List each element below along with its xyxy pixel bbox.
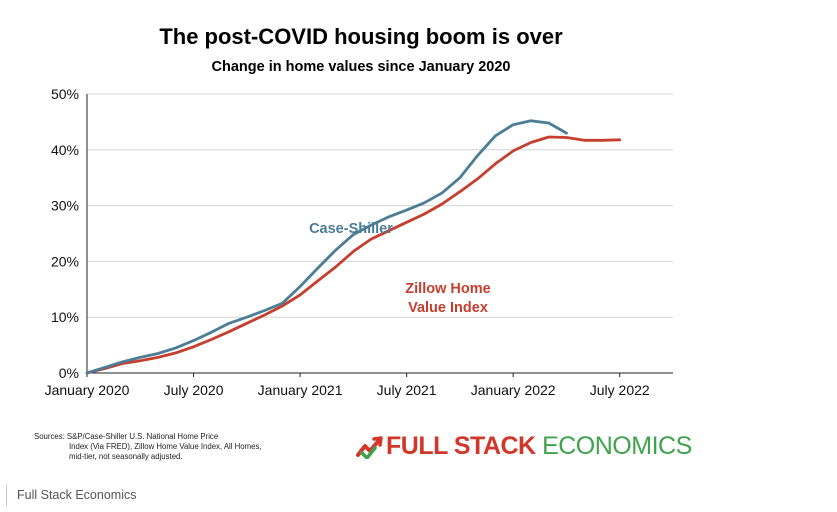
series-line-zillow-home-value-index	[85, 135, 622, 375]
y-tick-label: 0%	[59, 365, 79, 381]
axes: 0% 10% 20% 30% 40% 50% January 2020 July 2020 Ja…	[45, 86, 673, 398]
chart-check-icon	[356, 436, 383, 459]
zillow-label-line1: Zillow Home	[405, 281, 490, 297]
brand-word-economics: ECONOMICS	[542, 431, 692, 460]
series-lines	[85, 119, 622, 375]
chart-figure: The post-COVID housing boom is over Chan…	[34, 24, 692, 462]
line-chart: The post-COVID housing boom is over Chan…	[45, 24, 673, 398]
chart-subtitle: Change in home values since January 2020	[212, 59, 511, 75]
sources-note: Sources: S&P/Case-Shiller U.S. National …	[34, 432, 304, 462]
image-caption: Full Stack Economics	[6, 484, 136, 506]
x-tick-label: July 2020	[164, 382, 224, 398]
x-tick-label: January 2022	[471, 382, 556, 398]
sources-line-1: Sources: S&P/Case-Shiller U.S. National …	[34, 432, 219, 441]
x-tick-label: January 2021	[258, 382, 343, 398]
y-tick-label: 50%	[51, 86, 79, 102]
brand-word-full-stack: FULL STACK	[386, 431, 536, 460]
chart-title: The post-COVID housing boom is over	[159, 24, 563, 49]
y-tick-label: 40%	[51, 142, 79, 158]
brand-logo: FULL STACK ECONOMICS	[356, 431, 692, 461]
series-line-case-shiller	[85, 119, 568, 375]
zillow-label-line2: Value Index	[408, 300, 488, 316]
brand-wordmark: FULL STACK ECONOMICS	[386, 432, 692, 461]
y-tick-label: 20%	[51, 253, 79, 269]
x-tick-label: July 2022	[590, 382, 650, 398]
gridlines	[87, 93, 673, 318]
sources-line-2: Index (Via FRED), Zillow Home Value Inde…	[69, 442, 262, 451]
y-tick-label: 10%	[51, 309, 79, 325]
sources-line-3: mid-tier, not seasonally adjusted.	[69, 452, 183, 461]
x-tick-label: July 2021	[377, 382, 437, 398]
y-tick-label: 30%	[51, 198, 79, 214]
case-shiller-label: Case-Shiller	[309, 221, 393, 237]
x-tick-label: January 2020	[45, 382, 130, 398]
